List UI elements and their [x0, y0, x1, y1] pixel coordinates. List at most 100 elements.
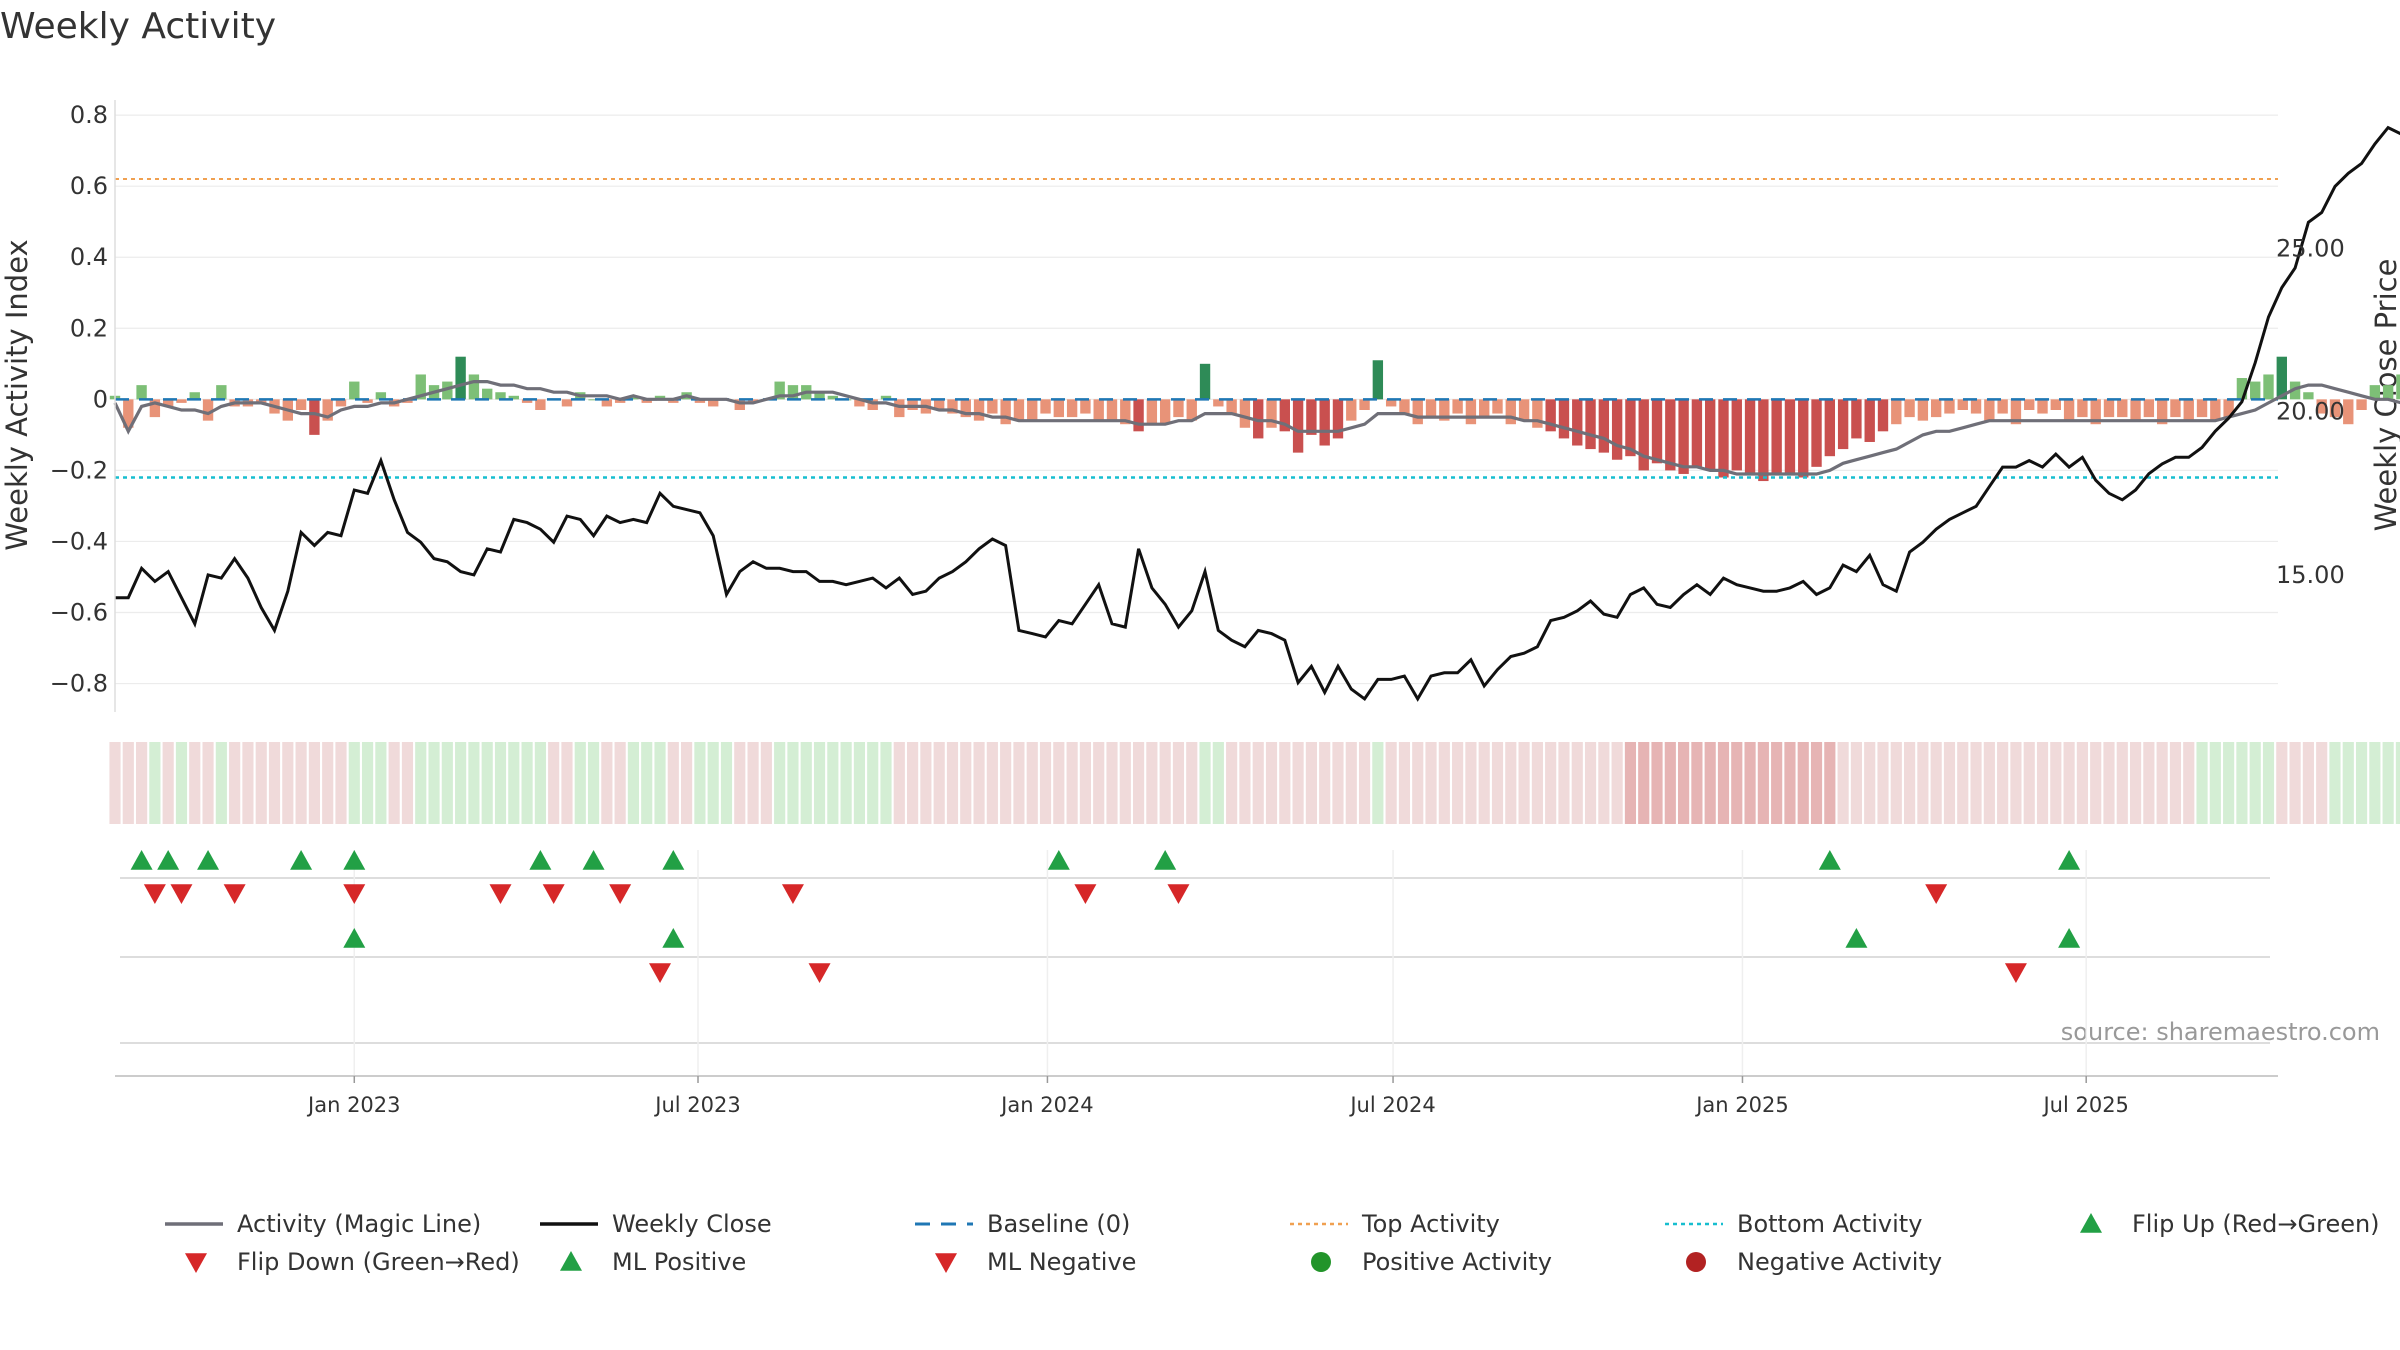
heat-cell [2090, 742, 2102, 824]
heat-cell [1412, 742, 1424, 824]
activity-bar [1625, 399, 1636, 457]
heat-cell [1119, 742, 1131, 824]
activity-bar [1492, 399, 1503, 414]
activity-bar [402, 399, 413, 403]
heat-cell [1066, 742, 1078, 824]
heat-cell [1172, 742, 1185, 824]
heat-cell [136, 742, 148, 824]
activity-bar [601, 399, 613, 407]
date-tick-label: Jan 2025 [1694, 1093, 1789, 1117]
legend-label: Positive Activity [1362, 1248, 1552, 1276]
activity-bar [1917, 399, 1929, 421]
heat-cell [2355, 742, 2368, 824]
activity-bar [1159, 399, 1171, 425]
left-tick-label: −0.4 [50, 527, 108, 555]
activity-bar [1439, 399, 1450, 421]
heat-cell [1345, 742, 1357, 824]
signal-down-marker [489, 884, 512, 904]
activity-bar [1957, 399, 1968, 410]
activity-bar [1944, 399, 1955, 414]
heat-cell [202, 742, 214, 824]
activity-bar [1399, 399, 1410, 414]
heat-cell [1664, 742, 1676, 824]
date-tick-label: Jan 2023 [306, 1093, 401, 1117]
heat-cell [1704, 742, 1716, 824]
activity-bar [322, 399, 333, 421]
activity-bar [1771, 399, 1782, 474]
legend-item: ML Positive [560, 1248, 746, 1276]
activity-bar [1000, 399, 1011, 425]
legend-label: ML Negative [987, 1248, 1136, 1276]
heat-cell [1545, 742, 1557, 824]
signal-up-marker [197, 850, 220, 870]
heat-cell [2369, 742, 2381, 824]
heat-cell [428, 742, 440, 824]
heat-cell [1425, 742, 1437, 824]
legend-item: Flip Up (Red→Green) [2080, 1210, 2380, 1238]
heat-cell [441, 742, 453, 824]
heat-cell [2382, 742, 2394, 824]
date-tick-label: Jul 2025 [2041, 1093, 2128, 1117]
heat-cell [1199, 742, 1211, 824]
left-tick-label: 0.8 [70, 101, 108, 129]
legend-up-icon [2080, 1213, 2102, 1233]
activity-bar [1837, 399, 1849, 450]
heat-cell [973, 742, 985, 824]
heat-cell [2276, 742, 2288, 824]
activity-bar [1173, 399, 1184, 418]
heat-cell [1026, 742, 1038, 824]
activity-bar [747, 399, 759, 403]
signal-up-marker [2058, 850, 2081, 870]
heat-cell [508, 742, 520, 824]
activity-bar [2103, 399, 2115, 418]
heat-cell [1678, 742, 1690, 824]
signal-up-marker [130, 850, 153, 870]
heat-cell [361, 742, 374, 824]
heat-cell [1239, 742, 1251, 824]
signal-up-marker [582, 850, 605, 870]
heat-cell [1265, 742, 1278, 824]
signal-down-marker [223, 884, 246, 904]
axes-layer: 0.8 0.6 0.4 0.2 0 −0.2 −0.4 −0.6 −0.8 25.00 20.00 1… [50, 100, 2345, 1117]
legend: Activity (Magic Line) Weekly Close Baselin… [165, 1210, 2380, 1276]
left-tick-label: 0.6 [70, 172, 108, 200]
left-tick-label: 0 [93, 385, 108, 413]
heat-cell [1332, 742, 1344, 824]
activity-bar [1665, 399, 1676, 471]
heat-cell [229, 742, 241, 824]
activity-bar [362, 399, 373, 403]
signal-up-marker [529, 850, 552, 870]
activity-bar [561, 399, 573, 407]
activity-bar [2329, 399, 2341, 418]
activity-bar [2024, 399, 2035, 410]
heat-cell [494, 742, 507, 824]
heat-cell [2010, 742, 2022, 824]
heat-cell [707, 742, 719, 824]
heat-cell [268, 742, 281, 824]
activity-bar [256, 399, 267, 403]
legend-label: Baseline (0) [987, 1210, 1130, 1238]
heat-cell [2223, 742, 2235, 824]
heat-cell [1584, 742, 1597, 824]
activity-bar [1970, 399, 1982, 414]
activity-bar [349, 381, 360, 400]
heat-cell [481, 742, 493, 824]
heat-cell [694, 742, 706, 824]
activity-bar [880, 395, 892, 400]
heat-strip [109, 742, 2400, 824]
activity-bar [2236, 378, 2248, 400]
activity-bar [1891, 399, 1902, 425]
activity-bar [614, 399, 626, 403]
activity-bar [907, 399, 918, 410]
heat-cell [1598, 742, 1610, 824]
heat-cell [1159, 742, 1171, 824]
activity-bar [1984, 399, 1995, 421]
heat-cell [1651, 742, 1663, 824]
right-tick-label: 25.00 [2276, 234, 2345, 262]
heat-cell [255, 742, 267, 824]
activity-bar [814, 392, 825, 400]
activity-bar [202, 399, 214, 421]
heat-cell [1997, 742, 2009, 824]
activity-bar [495, 392, 506, 400]
signal-up-marker [2058, 928, 2081, 948]
